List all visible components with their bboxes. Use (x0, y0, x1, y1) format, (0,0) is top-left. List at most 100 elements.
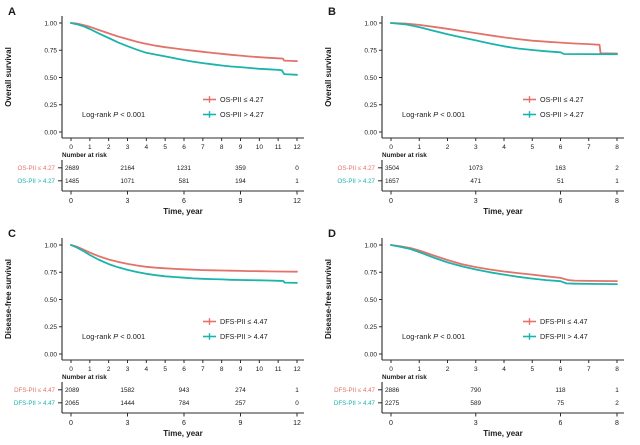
x-tick-label: 8 (220, 144, 224, 151)
risk-row-label: OS-PII ≤ 4.27 (338, 165, 376, 172)
risk-value: 2065 (65, 400, 80, 407)
risk-value: 257 (235, 400, 246, 407)
risk-value: 2689 (65, 165, 80, 172)
x-tick-label: 11 (275, 144, 282, 151)
x-tick-label: 3 (474, 366, 478, 373)
risk-x-tick-label: 12 (293, 198, 301, 205)
x-tick-label: 6 (182, 144, 186, 151)
legend-label: OS-PII > 4.27 (540, 110, 584, 119)
y-tick-label: 1.00 (44, 242, 57, 249)
x-tick-label: 1 (88, 366, 92, 373)
legend-label: OS-PII ≤ 4.27 (220, 95, 264, 104)
risk-value: 581 (179, 178, 190, 185)
risk-value: 1071 (120, 178, 135, 185)
panel-letter: C (8, 228, 16, 240)
risk-x-tick-label: 8 (615, 420, 619, 427)
x-tick-label: 4 (145, 366, 149, 373)
risk-row-label: OS-PII ≤ 4.27 (18, 165, 56, 172)
risk-value: 589 (470, 400, 481, 407)
x-axis-title: Time, year (483, 429, 522, 438)
x-tick-label: 2 (446, 144, 450, 151)
y-tick-label: 0.00 (364, 129, 377, 136)
x-tick-label: 6 (182, 366, 186, 373)
risk-row-label: DFS-PII > 4.47 (334, 400, 376, 407)
km-chart-d: D 1.00 0.75 0.50 0.25 0.00 Disease-free surviv… (324, 228, 624, 438)
risk-value: 943 (179, 387, 190, 394)
risk-value: 359 (235, 165, 246, 172)
risk-value: 3504 (385, 165, 400, 172)
x-tick-label: 7 (201, 366, 205, 373)
risk-table-title: Number at risk (62, 374, 107, 381)
y-tick-label: 1.00 (364, 20, 377, 27)
y-tick-label: 0.50 (364, 297, 377, 304)
legend-label: OS-PII > 4.27 (220, 110, 264, 119)
risk-value: 1231 (177, 165, 192, 172)
x-tick-label: 5 (530, 366, 534, 373)
risk-value: 1 (615, 387, 619, 394)
risk-value: 2089 (65, 387, 80, 394)
risk-value: 790 (470, 387, 481, 394)
risk-row-label: DFS-PII > 4.47 (14, 400, 56, 407)
x-tick-label: 1 (417, 366, 421, 373)
risk-table-title: Number at risk (62, 152, 107, 159)
x-tick-label: 9 (239, 366, 243, 373)
risk-x-tick-label: 3 (474, 420, 478, 427)
risk-value: 274 (235, 387, 246, 394)
x-tick-label: 0 (69, 144, 73, 151)
risk-value: 2164 (120, 165, 135, 172)
y-tick-label: 0.50 (44, 75, 57, 82)
risk-value: 51 (557, 178, 565, 185)
x-tick-label: 1 (417, 144, 421, 151)
risk-value: 2 (615, 165, 619, 172)
risk-x-tick-label: 3 (126, 198, 130, 205)
y-axis-title: Overall survival (324, 47, 333, 107)
y-tick-label: 0.00 (44, 351, 57, 358)
x-tick-label: 6 (559, 144, 563, 151)
y-tick-label: 0.75 (44, 48, 57, 55)
risk-x-tick-label: 9 (239, 420, 243, 427)
risk-x-tick-label: 9 (239, 198, 243, 205)
x-tick-label: 4 (502, 366, 506, 373)
y-tick-label: 0.50 (364, 75, 377, 82)
logrank-annotation: Log-rank P < 0.001 (82, 110, 145, 119)
km-curve-low (390, 244, 618, 282)
risk-value: 1 (615, 178, 619, 185)
legend-label: OS-PII ≤ 4.27 (540, 95, 584, 104)
risk-value: 1444 (120, 400, 135, 407)
risk-row-label: DFS-PII ≤ 4.47 (14, 387, 55, 394)
y-tick-label: 0.00 (44, 129, 57, 136)
risk-value: 1582 (120, 387, 135, 394)
panel-d: D 1.00 0.75 0.50 0.25 0.00 Disease-free surviv… (320, 222, 640, 445)
y-tick-label: 0.25 (364, 102, 377, 109)
risk-value: 75 (557, 400, 565, 407)
risk-x-tick-label: 0 (69, 198, 73, 205)
km-curve-high (70, 22, 298, 76)
x-tick-label: 3 (126, 366, 130, 373)
x-tick-label: 7 (587, 366, 591, 373)
y-tick-label: 0.25 (44, 324, 57, 331)
risk-x-tick-label: 6 (559, 420, 563, 427)
km-curve-low (70, 22, 298, 62)
x-axis-title: Time, year (483, 207, 522, 216)
x-tick-label: 7 (587, 144, 591, 151)
x-tick-label: 5 (530, 144, 534, 151)
x-tick-label: 6 (559, 366, 563, 373)
km-chart-c: C 1.00 0.75 0.50 0.25 0.00 Disease-free surviv… (4, 228, 304, 438)
risk-row-label: DFS-PII ≤ 4.47 (334, 387, 375, 394)
logrank-annotation: Log-rank P < 0.001 (402, 110, 465, 119)
risk-x-tick-label: 8 (615, 198, 619, 205)
risk-value: 0 (295, 165, 299, 172)
x-axis-title: Time, year (163, 207, 202, 216)
x-tick-label: 5 (163, 144, 167, 151)
logrank-annotation: Log-rank P < 0.001 (402, 332, 465, 341)
risk-x-tick-label: 6 (182, 420, 186, 427)
risk-value: 1 (295, 387, 299, 394)
y-tick-label: 0.75 (364, 48, 377, 55)
panel-a: A 1.00 0.75 0.50 0.25 0.00 Overall survival 0 1 2… (0, 0, 320, 222)
y-tick-label: 0.75 (364, 270, 377, 277)
y-tick-label: 1.00 (44, 20, 57, 27)
x-tick-label: 12 (293, 144, 301, 151)
risk-value: 194 (235, 178, 246, 185)
x-tick-label: 1 (88, 144, 92, 151)
x-tick-label: 0 (389, 144, 393, 151)
